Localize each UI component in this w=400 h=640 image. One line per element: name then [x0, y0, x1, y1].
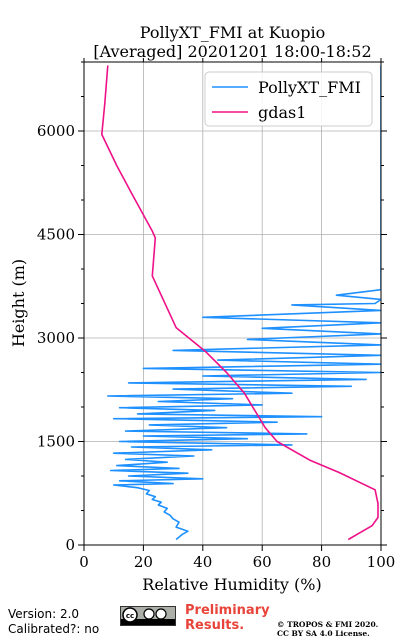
copyright-text: © TROPOS & FMI 2020. CC BY SA 4.0 Licens…	[277, 620, 378, 638]
x-tick-label: 80	[312, 553, 331, 571]
y-tick-label: 4500	[37, 226, 75, 244]
copyright-line1: © TROPOS & FMI 2020.	[277, 620, 379, 629]
x-tick-label: 20	[134, 553, 153, 571]
legend-label: gdas1	[258, 103, 306, 122]
x-tick-label: 100	[367, 553, 396, 571]
calibrated-text: Calibrated?: no	[8, 622, 100, 636]
cc-by-sa-icon: cc	[120, 606, 176, 626]
svg-text:cc: cc	[126, 612, 134, 620]
preliminary-line2: Results.	[185, 618, 245, 633]
x-tick-label: 40	[193, 553, 212, 571]
chart-title: PollyXT_FMI at Kuopio	[139, 23, 326, 42]
series-line-pollyxt-fmi	[107, 65, 381, 541]
x-tick-label: 60	[253, 553, 272, 571]
copyright-line2: CC BY SA 4.0 License.	[277, 629, 370, 638]
preliminary-line1: Preliminary	[185, 603, 270, 618]
y-tick-label: 0	[65, 536, 75, 554]
x-tick-label: 0	[79, 553, 89, 571]
y-tick-label: 3000	[37, 329, 75, 347]
x-axis-label: Relative Humidity (%)	[142, 575, 321, 594]
series-line-gdas1	[101, 65, 379, 541]
y-tick-label: 1500	[37, 433, 75, 451]
version-text: Version: 2.0	[8, 607, 80, 621]
chart-subtitle: [Averaged] 20201201 18:00-18:52	[93, 42, 372, 61]
legend: PollyXT_FMI gdas1	[204, 71, 373, 127]
y-tick-label: 6000	[37, 122, 75, 140]
axes: 0 20 40 60 80 100 0 1500 3000 4500 6000	[37, 58, 396, 571]
cc-logo-graphic: cc	[121, 607, 175, 625]
y-axis-label: Height (m)	[9, 259, 28, 347]
series-layer	[101, 65, 381, 541]
preliminary-results-text: Preliminary Results.	[185, 603, 270, 633]
legend-label: PollyXT_FMI	[258, 78, 361, 97]
